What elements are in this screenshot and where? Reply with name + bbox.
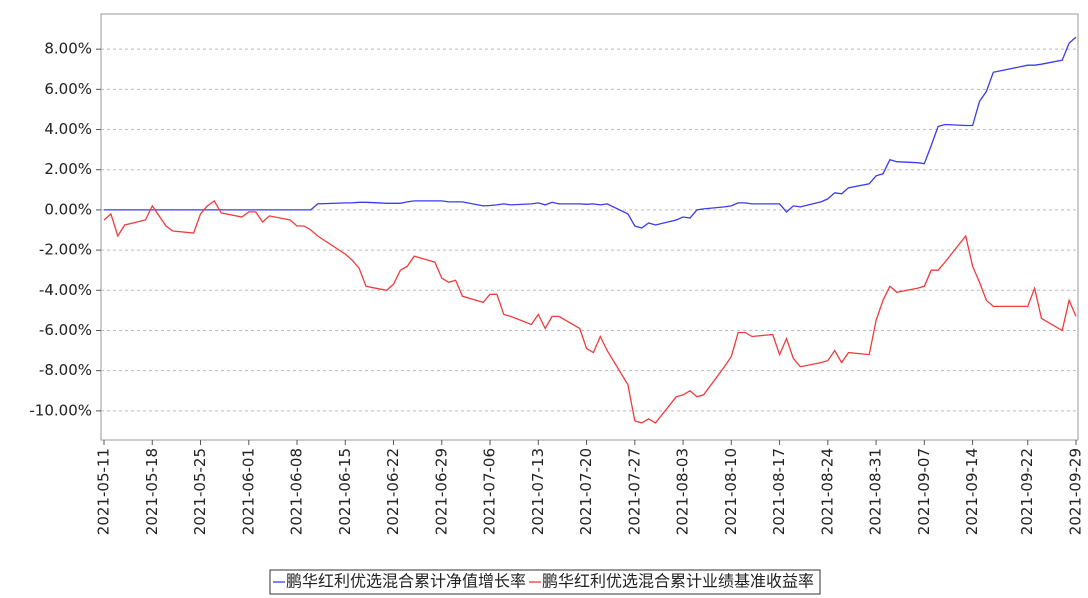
legend-label: 鹏华红利优选混合累计净值增长率 [286,572,526,591]
legend-label: 鹏华红利优选混合累计业绩基准收益率 [542,572,814,591]
x-tick-label: 2021-09-07 [915,448,933,535]
x-tick-label: 2021-07-20 [577,448,595,535]
x-tick-label: 2021-09-29 [1067,448,1085,535]
y-tick-label: -4.00% [39,281,92,299]
x-tick-label: 2021-08-24 [818,448,836,535]
series-line [103,199,1077,424]
x-tick-label: 2021-09-14 [963,448,981,535]
y-tick-label: 8.00% [44,40,92,58]
x-tick-label: 2021-07-13 [529,448,547,535]
x-tick-label: 2021-09-22 [1018,448,1036,535]
x-tick-label: 2021-05-11 [95,448,113,535]
y-tick-label: -10.00% [29,401,92,419]
y-tick-label: 4.00% [44,120,92,138]
y-tick-label: 6.00% [44,80,92,98]
legend: 鹏华红利优选混合累计净值增长率 鹏华红利优选混合累计业绩基准收益率 [269,569,821,595]
x-tick-label: 2021-06-15 [336,448,354,535]
x-tick-label: 2021-06-08 [288,448,306,535]
x-tick-label: 2021-07-27 [625,448,643,535]
plot-frame [100,13,1079,441]
x-tick-label: 2021-08-17 [770,448,788,535]
y-tick-label: 0.00% [44,200,92,218]
x-tick-label: 2021-07-06 [481,448,499,535]
x-tick-label: 2021-05-25 [191,448,209,535]
x-tick-label: 2021-06-22 [384,448,402,535]
series-line [104,36,1077,229]
x-tick-label: 2021-05-18 [143,448,161,535]
x-tick-label: 2021-08-10 [722,448,740,535]
y-tick-label: -6.00% [39,321,92,339]
x-tick-label: 2021-06-01 [239,448,257,535]
y-tick-label: -2.00% [39,241,92,259]
x-tick-label: 2021-06-29 [432,448,450,535]
y-tick-label: -8.00% [39,361,92,379]
x-tick-label: 2021-08-03 [674,448,692,535]
legend-box [269,569,821,595]
y-tick-label: 2.00% [44,160,92,178]
x-tick-label: 2021-08-31 [867,448,885,535]
